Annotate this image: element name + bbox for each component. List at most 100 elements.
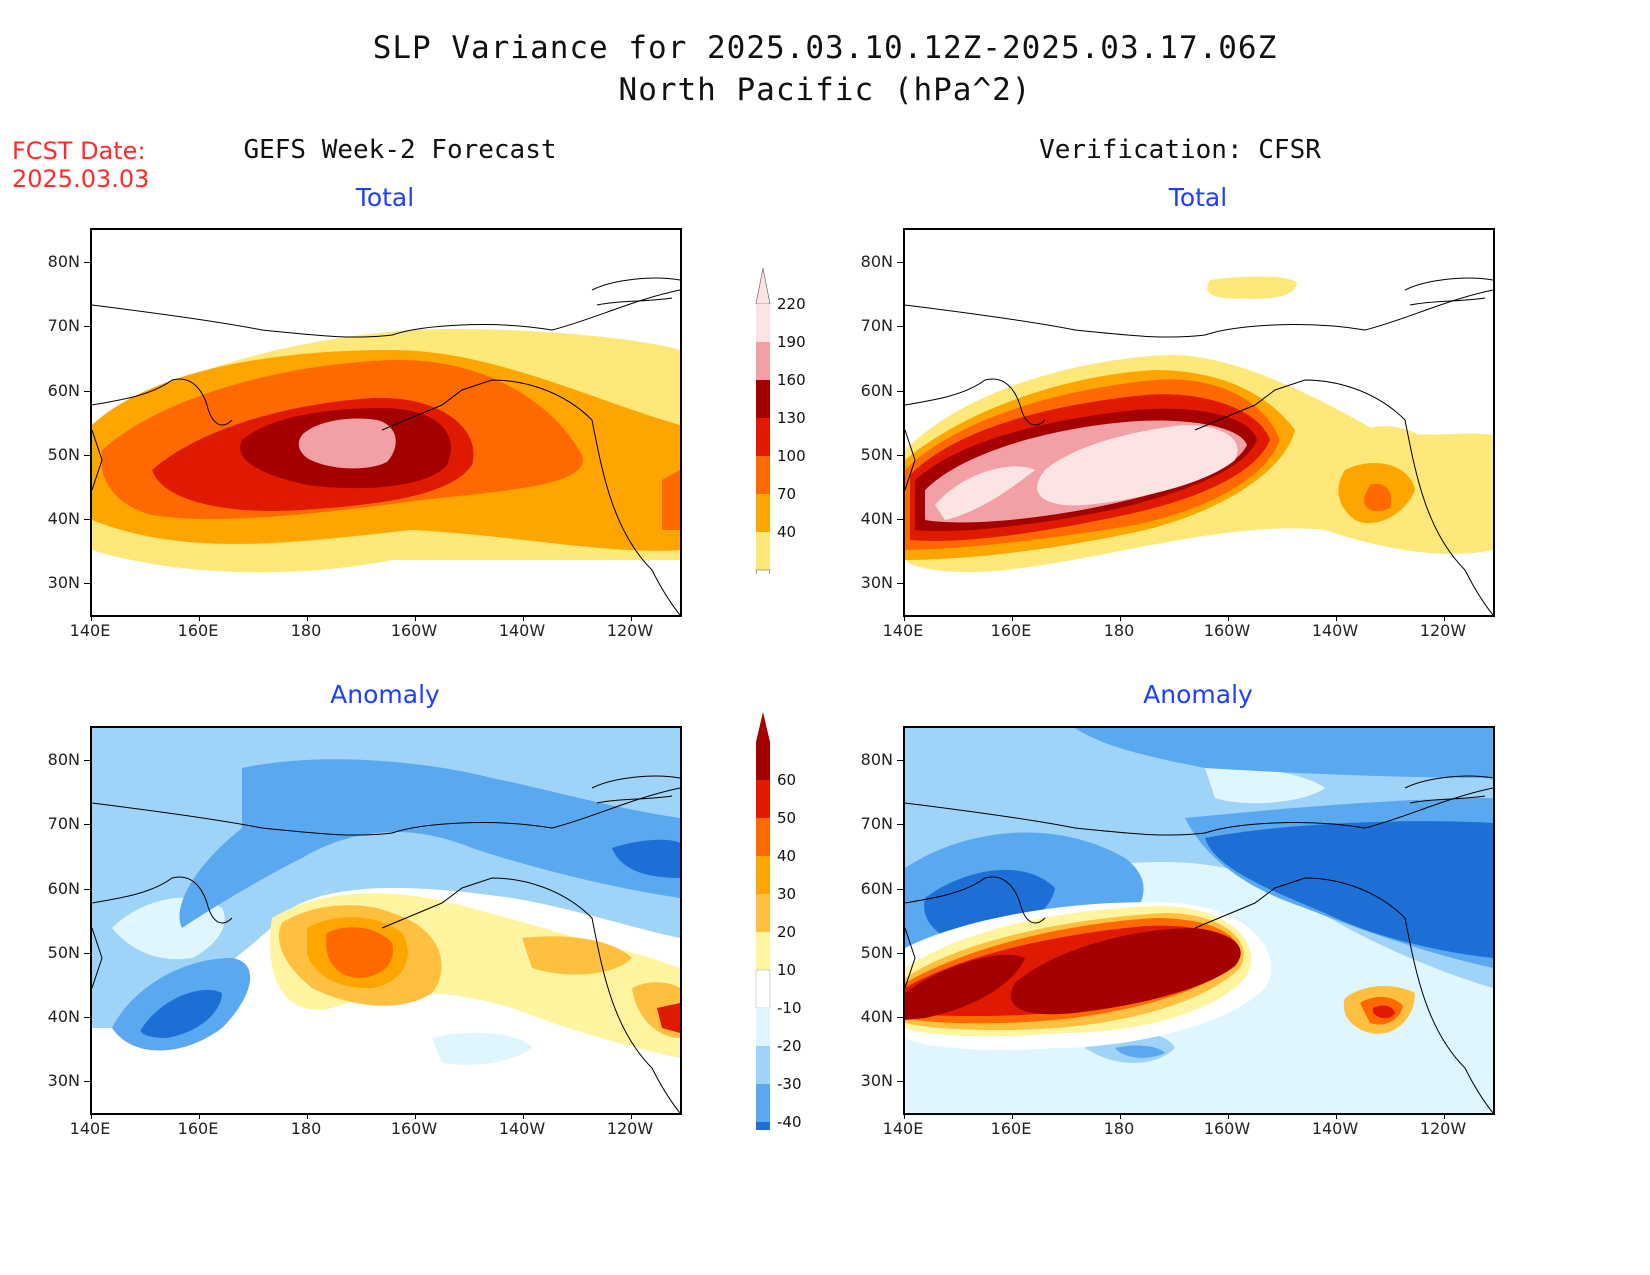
lon-label: 160E	[177, 621, 219, 640]
colorbar-label: 40	[777, 523, 797, 541]
lat-tick	[84, 519, 91, 520]
lon-label: 140E	[882, 1119, 924, 1138]
lat-tick	[897, 262, 904, 263]
lon-tick	[1120, 615, 1121, 621]
fcst-date-block: FCST Date: 2025.03.03	[12, 137, 149, 193]
lon-label: 160W	[1203, 1119, 1251, 1138]
lon-tick	[1228, 615, 1229, 621]
lon-tick	[1012, 615, 1013, 621]
colorbar-swatch	[756, 532, 770, 570]
forecast-total-map	[90, 228, 682, 617]
verif-total-title: Total	[1168, 183, 1228, 212]
colorbar-label: 160	[777, 371, 806, 389]
lat-tick	[84, 391, 91, 392]
lon-label: 120W	[1419, 621, 1467, 640]
lat-label: 80N	[47, 252, 80, 271]
colorbar-label: -10	[777, 999, 802, 1017]
lon-label: 140E	[882, 621, 924, 640]
colorbar-swatch	[756, 418, 770, 456]
colorbar-label: 50	[777, 809, 797, 827]
lon-tick	[904, 615, 905, 621]
lat-label: 60N	[47, 879, 80, 898]
colorbar-label: -30	[777, 1075, 802, 1093]
lon-tick	[523, 1113, 524, 1119]
lat-label: 50N	[47, 445, 80, 464]
lat-label: 80N	[47, 750, 80, 769]
colorbar-top-arrow	[755, 268, 771, 305]
lat-tick	[897, 455, 904, 456]
lat-label: 70N	[47, 316, 80, 335]
colorbar-label: -40	[777, 1113, 802, 1131]
lon-tick	[199, 1113, 200, 1119]
colorbar-label: 220	[777, 295, 806, 313]
lat-label: 60N	[47, 381, 80, 400]
main-subtitle: North Pacific (hPa^2)	[618, 72, 1032, 108]
lon-label: 160W	[390, 1119, 438, 1138]
lat-label: 30N	[47, 1071, 80, 1090]
anomaly-colorbar	[755, 712, 771, 1130]
lon-tick	[307, 615, 308, 621]
lat-tick	[897, 824, 904, 825]
lat-label: 30N	[860, 573, 893, 592]
lat-label: 70N	[860, 814, 893, 833]
colorbar-top-arrow	[756, 712, 770, 742]
colorbar-swatch	[756, 1084, 770, 1122]
lat-tick	[897, 889, 904, 890]
lon-tick	[631, 615, 632, 621]
colorbar-label: 40	[777, 847, 797, 865]
lat-label: 50N	[860, 445, 893, 464]
lon-label: 140W	[1311, 621, 1359, 640]
lat-label: 40N	[860, 1007, 893, 1026]
lat-tick	[84, 326, 91, 327]
colorbar-label: 70	[777, 485, 797, 503]
lat-tick	[897, 326, 904, 327]
colorbar-swatch	[756, 742, 770, 780]
lon-tick	[1012, 1113, 1013, 1119]
lat-label: 40N	[860, 509, 893, 528]
lon-tick	[1228, 1113, 1229, 1119]
lat-tick	[84, 889, 91, 890]
lat-label: 30N	[860, 1071, 893, 1090]
verif-anomaly-map	[903, 726, 1495, 1115]
lat-label: 40N	[47, 1007, 80, 1026]
lat-label: 60N	[860, 879, 893, 898]
lat-tick	[84, 262, 91, 263]
lon-label: 120W	[606, 621, 654, 640]
lon-label: 180	[290, 1119, 322, 1138]
lat-tick	[84, 455, 91, 456]
verification-column-title: Verification: CFSR	[1039, 135, 1321, 165]
forecast-column-title: GEFS Week-2 Forecast	[243, 135, 557, 165]
lat-tick	[897, 519, 904, 520]
lon-tick	[1444, 615, 1445, 621]
lon-tick	[415, 1113, 416, 1119]
colorbar-label: -20	[777, 1037, 802, 1055]
lon-label: 180	[290, 621, 322, 640]
colorbar-label: 100	[777, 447, 806, 465]
lon-label: 140W	[498, 621, 546, 640]
lat-tick	[897, 1081, 904, 1082]
forecast-anomaly-map	[90, 726, 682, 1115]
lat-tick	[84, 583, 91, 584]
main-title: SLP Variance for 2025.03.10.12Z-2025.03.…	[372, 30, 1278, 66]
colorbar-swatch	[755, 969, 771, 1009]
colorbar-swatch	[756, 780, 770, 818]
lat-label: 40N	[47, 509, 80, 528]
colorbar-swatch	[756, 304, 770, 342]
colorbar-swatch	[756, 380, 770, 418]
colorbar-label: 60	[777, 771, 797, 789]
lon-tick	[91, 615, 92, 621]
lon-label: 140W	[1311, 1119, 1359, 1138]
lat-label: 80N	[860, 252, 893, 271]
lon-tick	[904, 1113, 905, 1119]
lat-label: 30N	[47, 573, 80, 592]
colorbar-label: 10	[777, 961, 797, 979]
lon-tick	[91, 1113, 92, 1119]
verif-anomaly-title: Anomaly	[1143, 680, 1253, 709]
colorbar-label: 30	[777, 885, 797, 903]
lon-label: 160E	[990, 1119, 1032, 1138]
lat-label: 50N	[860, 943, 893, 962]
lat-tick	[897, 1017, 904, 1018]
lat-tick	[84, 1081, 91, 1082]
lon-label: 180	[1103, 621, 1135, 640]
lon-label: 160W	[1203, 621, 1251, 640]
